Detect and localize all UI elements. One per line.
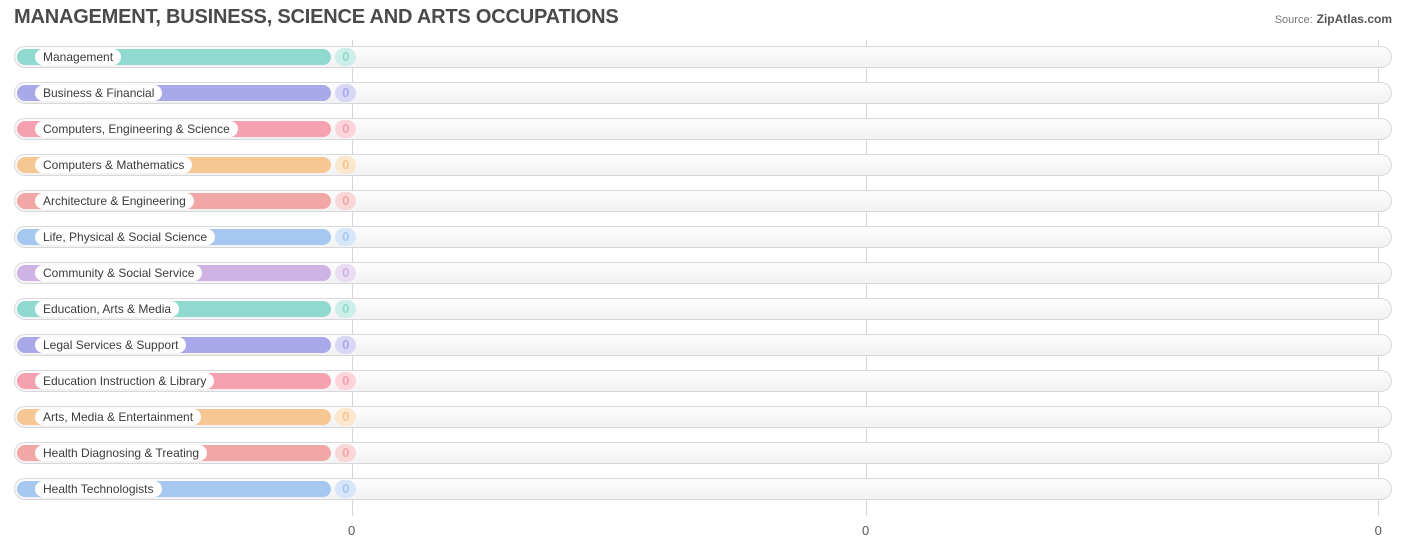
value-label: 0 xyxy=(335,480,356,498)
x-tick-label: 0 xyxy=(1375,523,1382,538)
value-label: 0 xyxy=(335,300,356,318)
x-tick-label: 0 xyxy=(862,523,869,538)
value-label: 0 xyxy=(335,336,356,354)
chart-container: MANAGEMENT, BUSINESS, SCIENCE AND ARTS O… xyxy=(0,0,1406,559)
bar-row: Management 0 xyxy=(14,40,1392,74)
bar-row: Legal Services & Support 0 xyxy=(14,328,1392,362)
bar-row: Health Technologists 0 xyxy=(14,472,1392,506)
chart-title: MANAGEMENT, BUSINESS, SCIENCE AND ARTS O… xyxy=(14,6,618,29)
category-label: Computers, Engineering & Science xyxy=(35,121,238,137)
category-label: Community & Social Service xyxy=(35,265,202,281)
category-label: Arts, Media & Entertainment xyxy=(35,409,201,425)
bar-row: Life, Physical & Social Science 0 xyxy=(14,220,1392,254)
value-label: 0 xyxy=(335,264,356,282)
category-label: Legal Services & Support xyxy=(35,337,186,353)
value-label: 0 xyxy=(335,444,356,462)
value-label: 0 xyxy=(335,120,356,138)
category-label: Management xyxy=(35,49,121,65)
x-tick-label: 0 xyxy=(348,523,355,538)
plot-area: Management0Business & Financial0Computer… xyxy=(14,40,1392,538)
source-label: Source: xyxy=(1275,14,1313,26)
bar-row: Community & Social Service 0 xyxy=(14,256,1392,290)
value-label: 0 xyxy=(335,408,356,426)
value-label: 0 xyxy=(335,192,356,210)
value-label: 0 xyxy=(335,228,356,246)
bar-row: Health Diagnosing & Treating 0 xyxy=(14,436,1392,470)
value-label: 0 xyxy=(335,372,356,390)
bar-row: Business & Financial 0 xyxy=(14,76,1392,110)
value-label: 0 xyxy=(335,84,356,102)
bar-row: Education, Arts & Media 0 xyxy=(14,292,1392,326)
category-label: Business & Financial xyxy=(35,85,162,101)
category-label: Health Diagnosing & Treating xyxy=(35,445,207,461)
bar-row: Computers, Engineering & Science 0 xyxy=(14,112,1392,146)
category-label: Architecture & Engineering xyxy=(35,193,194,209)
value-label: 0 xyxy=(335,48,356,66)
category-label: Computers & Mathematics xyxy=(35,157,192,173)
x-axis: 0 0 0 xyxy=(14,518,1392,538)
source-value: ZipAtlas.com xyxy=(1317,12,1392,26)
category-label: Education Instruction & Library xyxy=(35,373,214,389)
category-label: Health Technologists xyxy=(35,481,162,497)
bar-row: Computers & Mathematics 0 xyxy=(14,148,1392,182)
category-label: Education, Arts & Media xyxy=(35,301,179,317)
bar-row: Arts, Media & Entertainment 0 xyxy=(14,400,1392,434)
bars-layer: Management0Business & Financial0Computer… xyxy=(14,40,1392,538)
category-label: Life, Physical & Social Science xyxy=(35,229,215,245)
bar-row: Education Instruction & Library 0 xyxy=(14,364,1392,398)
bar-row: Architecture & Engineering 0 xyxy=(14,184,1392,218)
value-label: 0 xyxy=(335,156,356,174)
source-attribution: Source: ZipAtlas.com xyxy=(1275,10,1392,28)
